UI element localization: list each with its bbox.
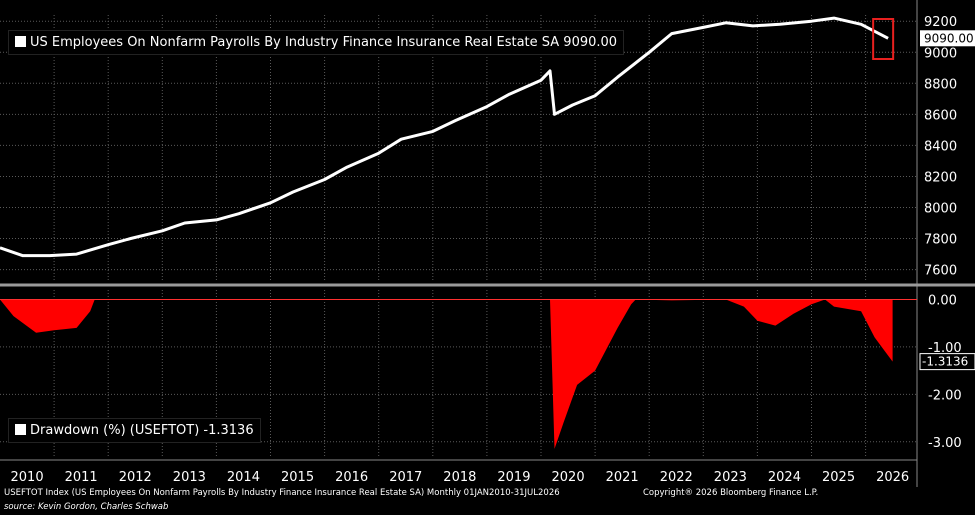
x-year-label: 2019: [497, 470, 530, 485]
top-ytick-label: 9000: [924, 46, 957, 61]
x-year-label: 2025: [822, 470, 855, 485]
legend-swatch-white: [15, 36, 26, 47]
x-year-label: 2012: [119, 470, 152, 485]
x-year-label: 2010: [11, 470, 44, 485]
x-year-label: 2017: [389, 470, 422, 485]
bottom-legend: Drawdown (%) (USEFTOT) -1.3136: [8, 418, 261, 443]
top-legend-text: US Employees On Nonfarm Payrolls By Indu…: [30, 35, 618, 50]
bottom-legend-text: Drawdown (%) (USEFTOT) -1.3136: [30, 423, 254, 438]
top-last-value-tag: [920, 30, 975, 47]
top-ytick-label: 7800: [924, 233, 957, 248]
top-ytick-label: 8200: [924, 170, 957, 185]
bottom-last-value-label: -1.3136: [922, 355, 968, 369]
top-ytick-label: 7600: [924, 264, 957, 279]
footer-copyright: Copyright® 2026 Bloomberg Finance L.P.: [643, 488, 819, 498]
x-year-label: 2023: [714, 470, 747, 485]
top-legend: US Employees On Nonfarm Payrolls By Indu…: [8, 30, 625, 55]
x-year-label: 2026: [876, 470, 909, 485]
x-year-label: 2011: [65, 470, 98, 485]
bottom-last-value-tag: [919, 353, 975, 371]
x-year-label: 2024: [768, 470, 801, 485]
x-year-label: 2016: [335, 470, 368, 485]
latest-highlight-box: [872, 18, 895, 60]
bottom-ytick-label: 0.00: [928, 293, 957, 308]
payrolls-line: [0, 16, 889, 258]
footer-index-info: USEFTOT Index (US Employees On Nonfarm P…: [4, 488, 560, 498]
bottom-ytick-label: -1.00: [928, 341, 962, 356]
x-year-label: 2020: [552, 470, 585, 485]
x-year-label: 2018: [443, 470, 476, 485]
x-year-label: 2013: [173, 470, 206, 485]
top-ytick-label: 9200: [924, 15, 957, 30]
top-ytick-label: 8400: [924, 139, 957, 154]
x-year-label: 2015: [281, 470, 314, 485]
bottom-ytick-label: -3.00: [928, 436, 962, 451]
x-year-label: 2022: [660, 470, 693, 485]
top-ytick-label: 8600: [924, 108, 957, 123]
top-ytick-label: 8800: [924, 77, 957, 92]
x-year-label: 2014: [227, 470, 260, 485]
legend-swatch-white: [15, 424, 26, 435]
top-ytick-label: 8000: [924, 201, 957, 216]
x-year-label: 2021: [606, 470, 639, 485]
top-last-value-label: 9090.00: [924, 31, 974, 45]
bottom-ytick-label: -2.00: [928, 388, 962, 403]
footer-source: source: Kevin Gordon, Charles Schwab: [4, 502, 169, 512]
